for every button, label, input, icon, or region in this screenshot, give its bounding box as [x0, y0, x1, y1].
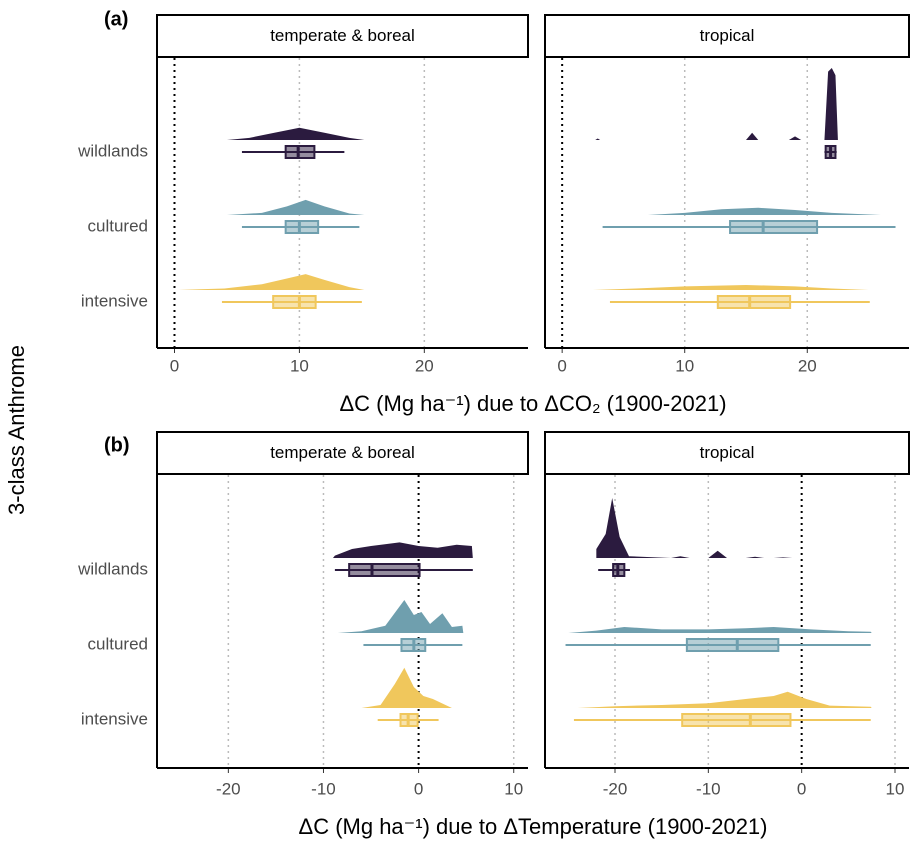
density: [337, 600, 464, 633]
x-axis-title: ΔC (Mg ha⁻¹) due to ΔTemperature (1900-2…: [299, 814, 768, 839]
panel-label: (a): [104, 8, 128, 30]
category-label: intensive: [81, 291, 148, 310]
density: [577, 691, 872, 708]
box: [729, 220, 819, 234]
density: [568, 627, 872, 633]
panel-label: (b): [104, 434, 130, 456]
x-tick-label: -20: [603, 779, 628, 798]
facet-title: temperate & boreal: [270, 443, 415, 462]
x-tick-label: -20: [216, 779, 241, 798]
x-tick-label: 0: [797, 779, 806, 798]
category-label: wildlands: [77, 141, 148, 160]
x-tick-label: 10: [290, 356, 309, 375]
x-tick-label: 0: [414, 779, 423, 798]
x-tick-label: 20: [798, 356, 817, 375]
x-tick-label: 0: [557, 356, 566, 375]
category-label: wildlands: [77, 559, 148, 578]
box: [284, 220, 320, 234]
x-tick-label: 20: [415, 356, 434, 375]
density: [332, 542, 473, 558]
box: [348, 563, 421, 577]
box: [681, 713, 792, 727]
facet-title: tropical: [700, 443, 755, 462]
category-label: cultured: [88, 216, 148, 235]
x-tick-label: 10: [504, 779, 523, 798]
category-label: cultured: [88, 634, 148, 653]
x-axis-title: ΔC (Mg ha⁻¹) due to ΔCO₂ (1900-2021): [339, 391, 726, 416]
density: [647, 207, 881, 215]
facet-title: tropical: [700, 26, 755, 45]
box: [716, 295, 792, 309]
facet-strip: [156, 431, 529, 475]
box: [272, 295, 317, 309]
density: [361, 667, 452, 708]
density: [596, 498, 793, 558]
density: [226, 199, 365, 215]
density: [595, 68, 838, 140]
x-tick-label: 10: [675, 356, 694, 375]
facet-title: temperate & boreal: [270, 26, 415, 45]
box: [685, 638, 780, 652]
facet-strip: [544, 14, 910, 58]
x-tick-label: -10: [696, 779, 721, 798]
density: [592, 284, 869, 290]
y-axis-title: 3-class Anthrome: [4, 345, 29, 515]
x-tick-label: -10: [311, 779, 336, 798]
density: [226, 127, 365, 140]
x-tick-label: 0: [170, 356, 179, 375]
facet-strip: [544, 431, 910, 475]
facet-strip: [156, 14, 529, 58]
density: [178, 274, 365, 290]
box: [284, 145, 316, 159]
x-tick-label: 10: [886, 779, 905, 798]
category-label: intensive: [81, 709, 148, 728]
